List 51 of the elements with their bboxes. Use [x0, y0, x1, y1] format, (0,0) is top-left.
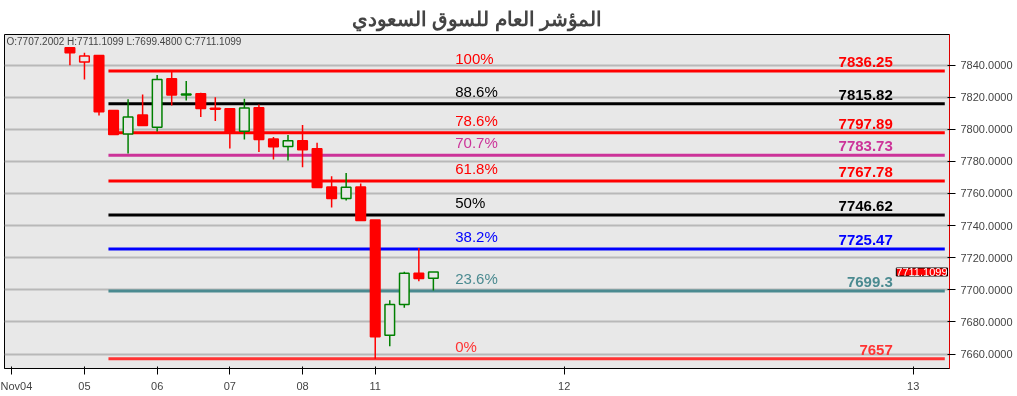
annotation: O:7707.2002 H:7711.1099 L:7699.4800 C:7711.1099: [6, 35, 242, 47]
annotation: 0%: [455, 337, 477, 355]
candlestick: [195, 92, 207, 118]
x-tick-label: Nov04: [0, 379, 33, 392]
annotation: 70.7%: [455, 134, 498, 152]
annotation: 100%: [455, 50, 494, 68]
candlestick: [413, 247, 425, 283]
x-tick-label: 05: [78, 379, 91, 392]
x-tick-label: 12: [558, 379, 571, 392]
y-tick-label: 7840.0000: [960, 59, 1013, 72]
ref-line-label: 7725.47: [838, 230, 893, 248]
y-tick-label: 7740.0000: [960, 219, 1013, 232]
ref-line-label: 7746.62: [838, 196, 893, 214]
annotation: 7711.1099: [896, 265, 948, 278]
candlestick: [282, 134, 294, 162]
x-tick-label: 08: [296, 379, 309, 392]
ref-line-label: 7699.3: [846, 272, 893, 290]
candlestick: [267, 136, 280, 161]
y-tick-label: 7680.0000: [960, 315, 1013, 328]
ref-line-label: 7783.73: [838, 137, 893, 155]
annotation: 88.6%: [455, 82, 498, 100]
ref-line-label: 7836.25: [838, 53, 893, 71]
annotation: 61.8%: [455, 159, 498, 177]
candlestick: [340, 172, 352, 202]
candlestick: [180, 80, 192, 102]
annotation: 78.6%: [455, 111, 498, 129]
y-tick-label: 7720.0000: [960, 251, 1013, 264]
chart-title: المؤشر العام للسوق السعودي: [351, 7, 603, 32]
candlestick: [64, 46, 76, 67]
y-tick-label: 7660.0000: [960, 348, 1013, 361]
candlestick: [137, 93, 149, 127]
annotation: 23.6%: [455, 269, 498, 287]
candlestick: [238, 97, 250, 141]
candlestick: [78, 51, 91, 81]
x-tick-label: 07: [223, 379, 236, 392]
annotation: 50%: [455, 193, 486, 211]
x-tick-label: 06: [151, 379, 164, 392]
ref-line-label: 7815.82: [838, 85, 893, 103]
ref-line-label: 7767.78: [838, 162, 893, 180]
y-tick-label: 7700.0000: [960, 283, 1013, 296]
y-tick-label: 7820.0000: [960, 91, 1013, 104]
x-tick-label: 11: [369, 379, 381, 392]
y-tick-label: 7760.0000: [960, 187, 1013, 200]
x-tick-label: 13: [907, 379, 920, 392]
annotation: 38.2%: [455, 227, 498, 245]
candlestick: [427, 271, 439, 292]
ref-line-label: 7797.89: [838, 114, 893, 132]
y-tick-label: 7780.0000: [960, 155, 1013, 168]
y-tick-label: 7800.0000: [960, 123, 1013, 136]
candlestick: [122, 98, 134, 155]
ref-line-label: 7657: [859, 340, 893, 358]
